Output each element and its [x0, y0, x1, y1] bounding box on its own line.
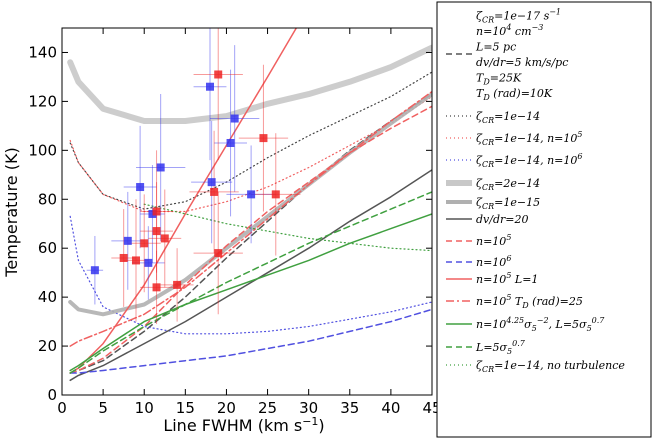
series-line-8 — [69, 308, 432, 374]
legend-box — [436, 1, 652, 438]
y-tick-label: 20 — [38, 337, 57, 355]
blue-point-marker — [148, 209, 157, 218]
y-tick-label: 100 — [28, 141, 57, 159]
blue-point-marker — [247, 190, 256, 199]
model-curves — [67, 28, 432, 382]
y-tick-label: 0 — [47, 386, 57, 404]
blue-point-marker — [230, 114, 239, 123]
red-point-marker — [210, 187, 219, 196]
legend-label: ζCR=1e−14, n=106 — [476, 152, 582, 169]
legend-label: ζCR=1e−15 — [476, 196, 540, 211]
legend-label: n=105 L=1 — [476, 271, 538, 286]
blue-point-marker — [226, 138, 235, 147]
y-axis-label: Temperature (K) — [2, 147, 21, 277]
red-point-marker — [152, 227, 161, 236]
x-tick-label: 5 — [98, 399, 108, 417]
data-markers — [90, 70, 280, 292]
legend-label: n=104 cm−3 — [476, 23, 543, 38]
series-line-4 — [67, 44, 432, 124]
series-line-9 — [69, 28, 298, 374]
series-line-3 — [69, 215, 432, 335]
x-tick-label: 10 — [135, 399, 154, 417]
blue-point-marker — [156, 163, 165, 172]
series-line-10 — [69, 90, 432, 347]
legend-label: TD (rad)=10K — [476, 87, 553, 102]
red-point-marker — [152, 207, 161, 216]
red-point-marker — [119, 253, 128, 262]
x-tick-label: 15 — [176, 399, 195, 417]
legend-label: n=105 TD (rad)=25 — [476, 293, 583, 310]
plot-frame — [61, 27, 433, 396]
blue-point-marker — [207, 178, 216, 187]
red-point-marker — [214, 249, 223, 258]
red-point-marker — [160, 234, 169, 243]
series-line-13 — [143, 203, 432, 252]
x-tick-label: 0 — [57, 399, 67, 417]
legend-label: n=106 — [476, 254, 511, 269]
legend-label: L=5 pc — [475, 40, 516, 53]
series-line-0 — [69, 93, 432, 374]
legend-label: n=105 — [476, 233, 511, 248]
legend-label: ζCR=1e−14 — [476, 110, 540, 125]
y-tick-label: 40 — [38, 288, 57, 306]
legend: ζCR=1e−17 s−1n=104 cm−3 L=5 pc dv/dr=5 km/… — [436, 1, 652, 438]
red-point-marker — [152, 283, 161, 292]
series-line-1 — [69, 71, 432, 210]
legend-label: dv/dr=20 — [476, 213, 529, 226]
red-point-marker — [259, 134, 268, 143]
legend-label: ζCR=1e−14, no turbulence — [476, 359, 625, 374]
error-bars — [86, 28, 301, 325]
red-point-marker — [140, 239, 149, 248]
y-tick-label: 120 — [28, 92, 57, 110]
series-line-11 — [69, 213, 432, 372]
x-axis-label: Line FWHM (km s−1) — [163, 415, 324, 435]
red-point-marker — [132, 256, 140, 265]
blue-point-marker — [144, 258, 153, 267]
series-line-6 — [69, 169, 432, 382]
x-tick-label: 30 — [299, 399, 318, 417]
series-line-12 — [69, 191, 432, 374]
x-tick-label: 35 — [340, 399, 359, 417]
red-point-marker — [271, 190, 280, 199]
legend-label: TD=25K — [476, 71, 522, 86]
red-point-marker — [214, 70, 223, 79]
y-tick-label: 60 — [38, 239, 57, 257]
red-point-marker — [173, 280, 182, 289]
legend-label: ζCR=1e−14, n=105 — [476, 130, 582, 147]
legend-label: ζCR=1e−17 s−1 — [476, 7, 561, 24]
x-tick-label: 40 — [381, 399, 400, 417]
blue-point-marker — [136, 183, 145, 192]
y-tick-label: 140 — [28, 43, 57, 61]
blue-point-marker — [90, 266, 99, 275]
legend-label: L=5σ50.7 — [475, 339, 526, 356]
series-line-7 — [69, 105, 432, 374]
x-tick-label: 20 — [217, 399, 236, 417]
legend-label: dv/dr=5 km/s/pc — [476, 56, 568, 69]
x-tick-label: 25 — [258, 399, 277, 417]
series-line-2 — [69, 95, 432, 213]
legend-label: n=104.25σ5−2, L=5σ50.7 — [476, 316, 605, 333]
blue-point-marker — [206, 82, 214, 91]
blue-point-marker — [123, 236, 132, 245]
legend-label: ζCR=2e−14 — [476, 177, 540, 192]
y-tick-label: 80 — [38, 190, 57, 208]
